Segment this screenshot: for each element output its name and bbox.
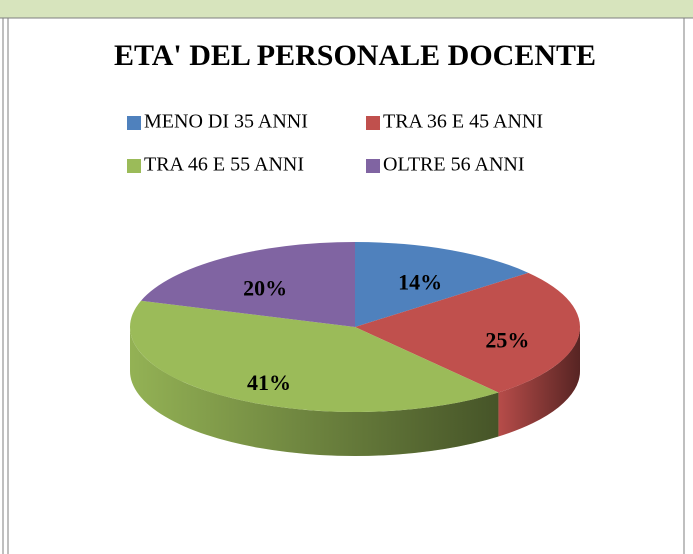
top-band [0, 0, 693, 18]
data-label: 20% [243, 275, 287, 300]
legend-swatch [127, 116, 141, 130]
slice [141, 242, 355, 327]
slice [355, 242, 529, 327]
slice [355, 272, 580, 393]
legend-text: TRA 36 E 45 ANNI [383, 111, 543, 133]
data-label: 25% [485, 327, 529, 352]
slice-side-shade [498, 327, 580, 437]
legend-text: MENO DI 35 ANNI [144, 111, 308, 133]
legend-swatch [366, 159, 380, 173]
legend-text: OLTRE 56 ANNI [383, 154, 524, 176]
slice [129, 300, 499, 413]
legend-swatch [366, 116, 380, 130]
legend-swatch [127, 159, 141, 173]
chart-title: ETA' DEL PERSONALE DOCENTE [114, 39, 596, 72]
data-label: 41% [247, 370, 291, 395]
slice-side-shade [130, 327, 499, 456]
legend-text: TRA 46 E 55 ANNI [144, 154, 304, 176]
data-label: 14% [398, 270, 442, 295]
plot: 14% 25% 41% 20% [129, 242, 580, 456]
